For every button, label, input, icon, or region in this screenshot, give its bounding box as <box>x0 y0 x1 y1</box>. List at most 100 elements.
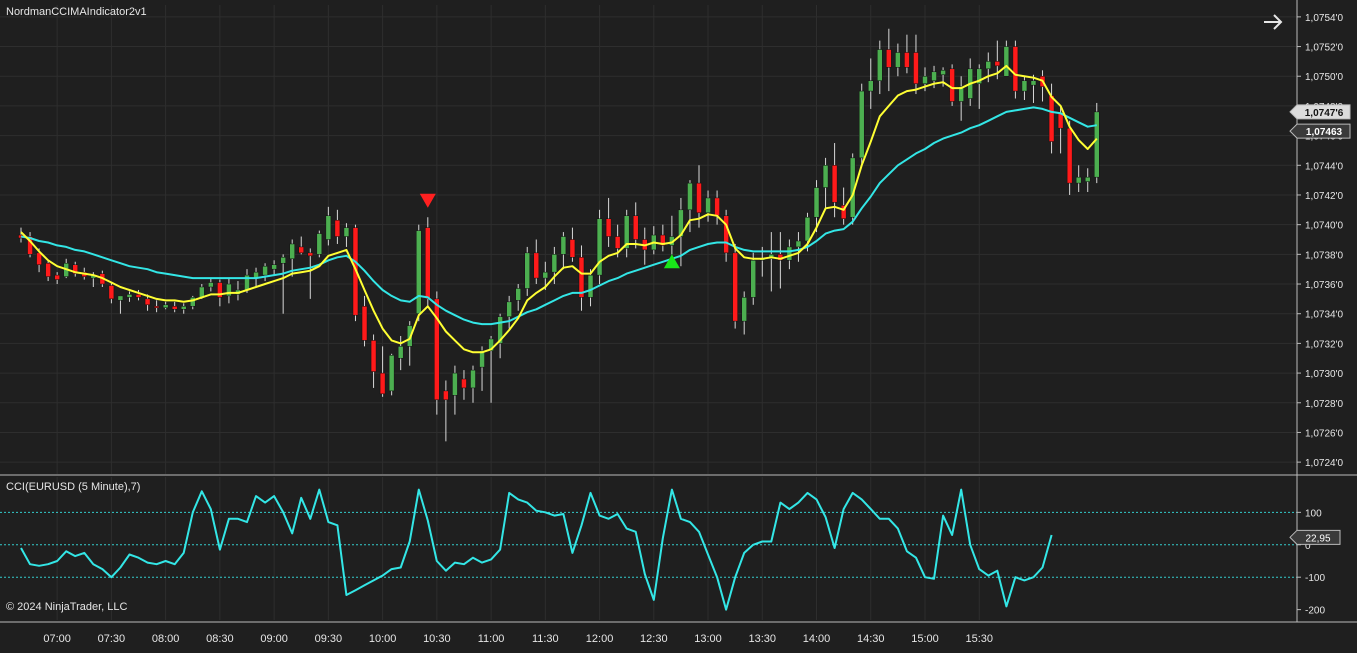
candles <box>18 28 1100 442</box>
navigate-right-arrow-icon[interactable] <box>1261 10 1285 34</box>
candle-body <box>497 316 503 344</box>
cci-panel-title: CCI(EURUSD (5 Minute),7) <box>6 481 141 493</box>
price-axis-label: 1,0732'0 <box>1305 339 1343 350</box>
candle-body <box>153 306 160 309</box>
candle-body <box>316 233 323 255</box>
candle-body <box>470 369 476 389</box>
candle-body <box>171 306 178 310</box>
candle-body <box>687 182 693 211</box>
candle-body <box>723 215 729 254</box>
candle-body <box>868 80 874 92</box>
candle-body <box>54 274 60 280</box>
price-axis-label: 1,0740'0 <box>1305 221 1343 232</box>
cci-value-tag: 22,95 <box>1289 529 1341 545</box>
time-axis-label: 07:00 <box>43 633 71 645</box>
candle-body <box>117 295 124 301</box>
candle-body <box>714 197 720 217</box>
candle-body <box>36 252 42 265</box>
candle-body <box>705 197 711 214</box>
time-axis-label: 15:30 <box>965 633 993 645</box>
candle-body <box>578 257 585 298</box>
candle-body <box>1021 80 1028 92</box>
candle-body <box>506 301 512 317</box>
candle-body <box>1075 176 1082 184</box>
candle-body <box>45 262 51 277</box>
candle-body <box>72 264 78 274</box>
copyright-text: © 2024 NinjaTrader, LLC <box>6 601 128 613</box>
candle-body <box>569 239 576 258</box>
candle-body <box>180 306 187 310</box>
candle-body <box>370 340 377 372</box>
price-axis-label: 1,0734'0 <box>1305 310 1343 321</box>
price-axis-label: 1,0724'0 <box>1305 458 1343 469</box>
time-axis-label: 12:30 <box>640 633 668 645</box>
candle-body <box>1066 127 1073 184</box>
candle-body <box>416 230 422 314</box>
candle-body <box>135 294 142 298</box>
candle-body <box>542 271 549 279</box>
candle-body <box>533 252 540 279</box>
cci-line <box>20 488 1053 611</box>
cci-axis-label: 100 <box>1305 508 1322 519</box>
ma-value-tag-shape <box>1289 123 1351 139</box>
time-axis-label: 09:00 <box>260 633 288 645</box>
time-axis-label: 12:00 <box>586 633 614 645</box>
time-axis-label: 10:00 <box>369 633 397 645</box>
price-axis-label: 1,0728'0 <box>1305 399 1343 410</box>
candle-body <box>425 227 431 300</box>
candle-body <box>614 236 621 249</box>
candle-body <box>985 61 992 70</box>
candle-body <box>262 265 268 276</box>
price-axis-label: 1,0750'0 <box>1305 72 1343 83</box>
candle-body <box>804 216 811 242</box>
candle-body <box>813 187 820 218</box>
time-axis-label: 07:30 <box>98 633 126 645</box>
candle-body <box>280 257 286 264</box>
time-axis-label: 11:30 <box>532 633 559 645</box>
time-axis-label: 08:30 <box>206 633 234 645</box>
price-axis-label: 1,0752'0 <box>1305 43 1343 54</box>
candle-body <box>831 165 838 203</box>
candle-body <box>1030 80 1037 86</box>
indicator-title: NordmanCCIMAIndicator2v1 <box>6 6 147 18</box>
candle-body <box>904 52 910 68</box>
time-axis-label: 14:00 <box>803 633 831 645</box>
candle-body <box>858 90 865 159</box>
candle-body <box>379 372 386 395</box>
time-axis-label: 11:00 <box>478 633 505 645</box>
cci-panel <box>0 488 1297 611</box>
candle-body <box>434 298 440 401</box>
candle-body <box>696 182 702 214</box>
candle-body <box>443 390 449 401</box>
price-axis-label: 1,0744'0 <box>1305 161 1343 172</box>
candle-body <box>307 252 314 257</box>
candle-body <box>1094 111 1100 178</box>
candle-body <box>524 252 530 289</box>
candle-body <box>741 297 747 322</box>
candle-body <box>895 52 901 68</box>
candle-body <box>325 215 332 240</box>
candle-body <box>479 350 485 368</box>
candle-body <box>1003 46 1010 77</box>
price-axis-label: 1,0726'0 <box>1305 428 1343 439</box>
ma-value-tag: 1,07463 <box>1289 123 1351 139</box>
candle-body <box>343 227 350 237</box>
slow-ma-line <box>20 106 1097 326</box>
candle-body <box>298 246 304 254</box>
ma-value-tag-text: 1,07463 <box>1306 127 1343 138</box>
cci-value-tag-shape <box>1289 529 1341 545</box>
last-price-tag-shape <box>1289 104 1351 120</box>
candle-body <box>162 304 169 309</box>
time-axis-label: 08:00 <box>152 633 180 645</box>
candle-body <box>632 215 639 240</box>
candle-body <box>596 218 603 276</box>
time-axis-label: 13:30 <box>749 633 777 645</box>
candle-body <box>587 274 594 298</box>
candle-body <box>217 282 223 298</box>
cci-axis-label: -200 <box>1305 606 1325 617</box>
cci-axis-label: 0 <box>1305 541 1311 552</box>
candle-body <box>940 70 946 76</box>
candle-body <box>226 283 232 297</box>
